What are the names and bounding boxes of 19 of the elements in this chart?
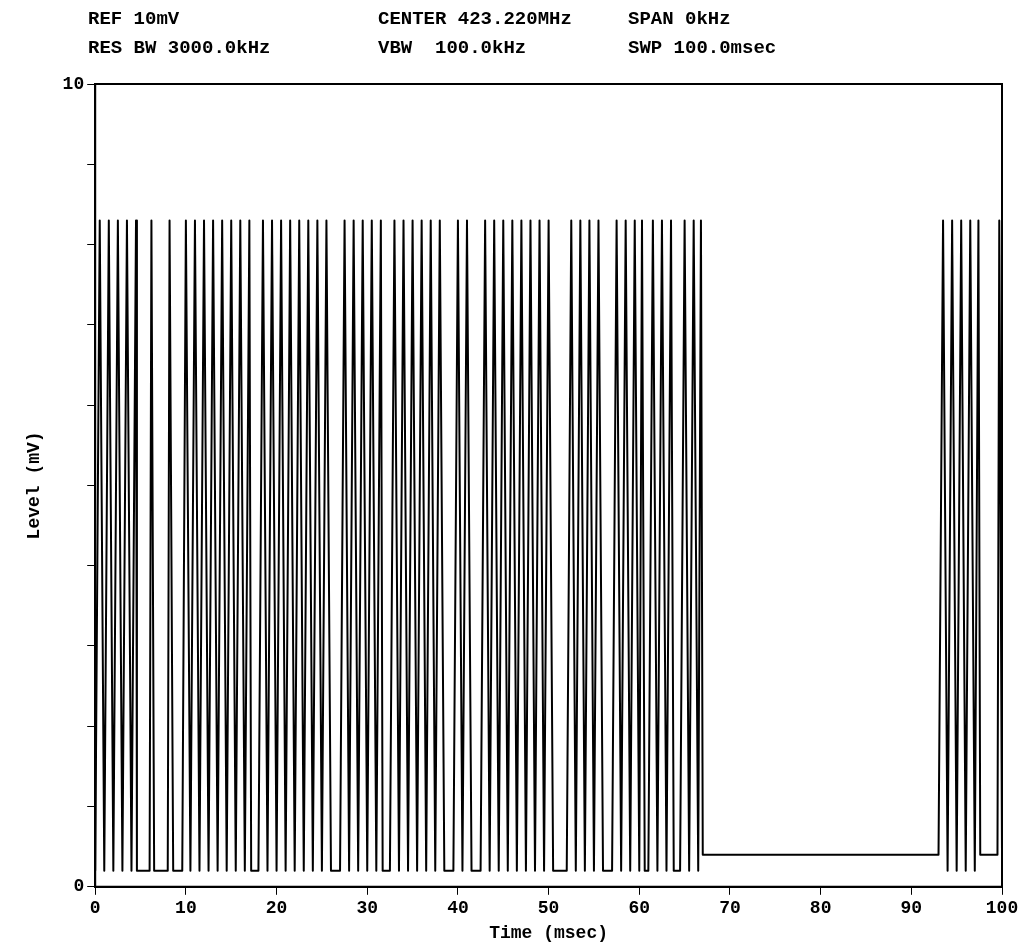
text: SWP 100.0msec	[628, 36, 778, 61]
x-tick-label: 70	[719, 898, 741, 919]
x-tick-label: 60	[628, 898, 651, 919]
x-tick-label: 0	[89, 898, 101, 919]
x-tick-label: 20	[265, 898, 288, 919]
x-tick-label: 80	[809, 898, 832, 919]
x-tick-label: 100	[985, 898, 1019, 919]
text: VBW 100.0kHz	[378, 36, 528, 61]
x-axis-title: Time (msec)	[489, 922, 609, 943]
text: REF 10mV	[88, 7, 181, 32]
x-tick-label: 10	[175, 898, 197, 919]
x-tick-label: 50	[537, 898, 560, 919]
text: SPAN 0kHz	[628, 7, 732, 32]
x-tick-label: 90	[900, 898, 923, 919]
x-tick-label: 40	[447, 898, 469, 919]
text: RES BW 3000.0kHz	[88, 36, 272, 61]
x-tick-label: 30	[356, 898, 379, 919]
text: CENTER 423.220MHz	[378, 7, 573, 32]
y-axis-title: Level (mV)	[24, 431, 45, 540]
